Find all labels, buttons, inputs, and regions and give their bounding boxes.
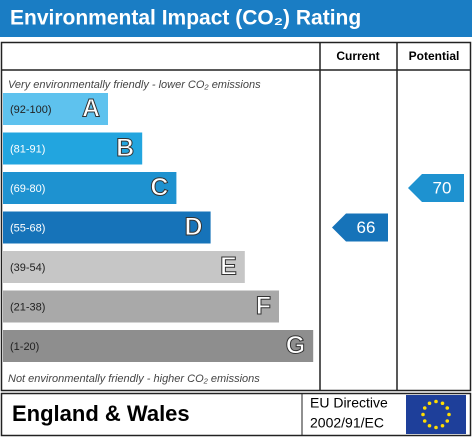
- star: [421, 412, 425, 417]
- star: [422, 419, 427, 423]
- column-header: Current: [336, 49, 379, 63]
- band-range: (81-91): [10, 143, 45, 155]
- band-letter: B: [116, 134, 134, 162]
- band-range: (1-20): [10, 341, 39, 353]
- star: [422, 406, 427, 410]
- column-header: Potential: [409, 49, 460, 63]
- rating-band: [3, 290, 279, 323]
- star: [440, 401, 445, 406]
- star: [447, 412, 451, 417]
- rating-value: 70: [433, 178, 452, 197]
- rating-value: 66: [357, 218, 376, 237]
- rating-band: [3, 211, 211, 244]
- band-range: (92-100): [10, 104, 52, 116]
- rating-arrow: [408, 174, 464, 202]
- star: [434, 425, 438, 430]
- main-frame: [0, 41, 472, 392]
- region: England & Wales: [12, 401, 190, 426]
- band-letter: F: [256, 292, 271, 320]
- star: [440, 423, 445, 428]
- star: [427, 423, 432, 428]
- rating-band: [3, 132, 143, 165]
- bottom-note: Not environmentally friendly - higher CO…: [8, 373, 260, 385]
- star: [445, 419, 450, 423]
- band-range: (55-68): [10, 222, 45, 234]
- rating-band: [3, 251, 245, 283]
- band-letter: D: [185, 213, 203, 241]
- top-note: Very environmentally friendly - lower CO…: [8, 79, 261, 91]
- directive-code: 2002/91/EC: [310, 415, 384, 431]
- band-range: (39-54): [10, 262, 45, 274]
- band-letter: A: [82, 95, 100, 123]
- rating-band: [3, 330, 314, 362]
- band-letter: C: [150, 174, 168, 202]
- title-bar: [0, 0, 472, 37]
- footer-frame: [0, 392, 472, 437]
- band-letter: G: [286, 332, 305, 360]
- star: [434, 399, 438, 404]
- directive: EU Directive: [310, 395, 388, 411]
- band-range: (21-38): [10, 301, 45, 313]
- band-letter: E: [220, 253, 237, 281]
- rating-band: [3, 172, 177, 204]
- rating-arrow: [332, 213, 388, 242]
- star: [427, 401, 432, 406]
- star: [445, 406, 450, 410]
- band-range: (69-80): [10, 183, 45, 195]
- eu-stars: [421, 399, 451, 430]
- chart-title: Environmental Impact (CO₂) Rating: [10, 7, 361, 30]
- rating-band: [3, 93, 108, 125]
